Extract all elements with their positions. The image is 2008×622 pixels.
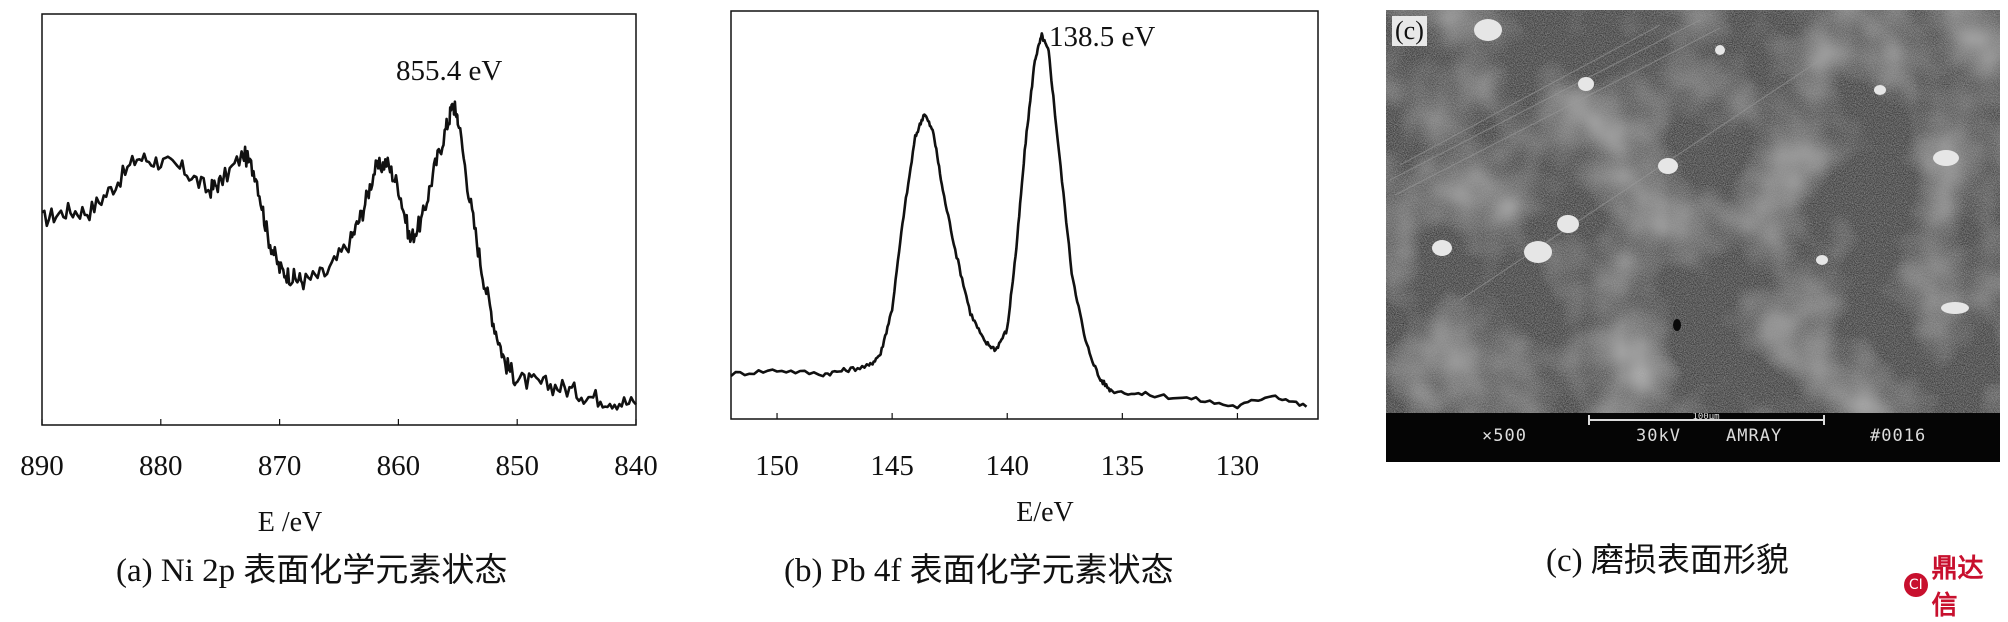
x-tick-label: 880 (139, 450, 183, 482)
chart-b: 150 145 140 135 130 138.5 eV E/eV (730, 10, 1319, 528)
chart-a-frame (41, 13, 637, 426)
sem-scale-bar: 100μm (1588, 413, 1825, 425)
svg-text:100μm: 100μm (1692, 413, 1719, 422)
chart-b-frame (730, 10, 1319, 420)
chart-b-series (730, 32, 1308, 410)
watermark-logo: CI 鼎达信 (1904, 548, 2008, 622)
logo-icon: CI (1904, 573, 1928, 597)
sem-image-number: #0016 (1870, 426, 1927, 446)
sem-status-bar: 100μm ×500 30kV AMRAY #0016 (1386, 413, 2000, 462)
x-tick-label: 890 (20, 450, 64, 482)
sem-panel-label: (c) (1392, 16, 1427, 46)
chart-a-peak-label: 855.4 eV (396, 55, 502, 87)
wear-debris-particles (1432, 19, 1969, 314)
sem-status-overlay: 100μm ×500 30kV AMRAY #0016 (1386, 10, 2000, 462)
spectrum-line (41, 100, 637, 411)
chart-a-x-ticks: 890 880 870 860 850 840 (20, 419, 658, 482)
sem-micrograph (1386, 10, 2000, 413)
figure-canvas: 890 880 870 860 850 840 855.4 eV E /eV 150 145… (20, 10, 2000, 538)
x-tick-label: 135 (1101, 450, 1145, 482)
chart-a-series (41, 100, 637, 411)
logo-text: 鼎达信 (1931, 554, 1984, 621)
sem-voltage: 30kV (1636, 426, 1681, 446)
x-tick-label: 860 (377, 450, 421, 482)
caption-a: (a) Ni 2p 表面化学元素状态 (116, 553, 508, 589)
chart-a: 890 880 870 860 850 840 855.4 eV E /eV (20, 13, 658, 538)
sem-instrument: AMRAY (1726, 426, 1783, 446)
wear-scratches (1389, 19, 1821, 301)
caption-c: (c) 磨损表面形貌 (1546, 543, 1789, 579)
spectrum-line (730, 32, 1308, 410)
x-tick-label: 130 (1216, 450, 1260, 482)
caption-b: (b) Pb 4f 表面化学元素状态 (784, 553, 1174, 589)
x-tick-label: 870 (258, 450, 302, 482)
x-tick-label: 150 (755, 450, 799, 482)
sem-magnification: ×500 (1482, 426, 1527, 446)
chart-b-peak-label: 138.5 eV (1049, 21, 1155, 53)
x-tick-label: 850 (495, 450, 539, 482)
x-tick-label: 840 (614, 450, 658, 482)
x-tick-label: 145 (870, 450, 914, 482)
pit (1673, 319, 1681, 331)
x-tick-label: 140 (985, 450, 1029, 482)
chart-b-x-ticks: 150 145 140 135 130 (755, 413, 1259, 482)
chart-b-x-axis-label: E/eV (1016, 497, 1074, 528)
chart-a-x-axis-label: E /eV (258, 507, 323, 538)
